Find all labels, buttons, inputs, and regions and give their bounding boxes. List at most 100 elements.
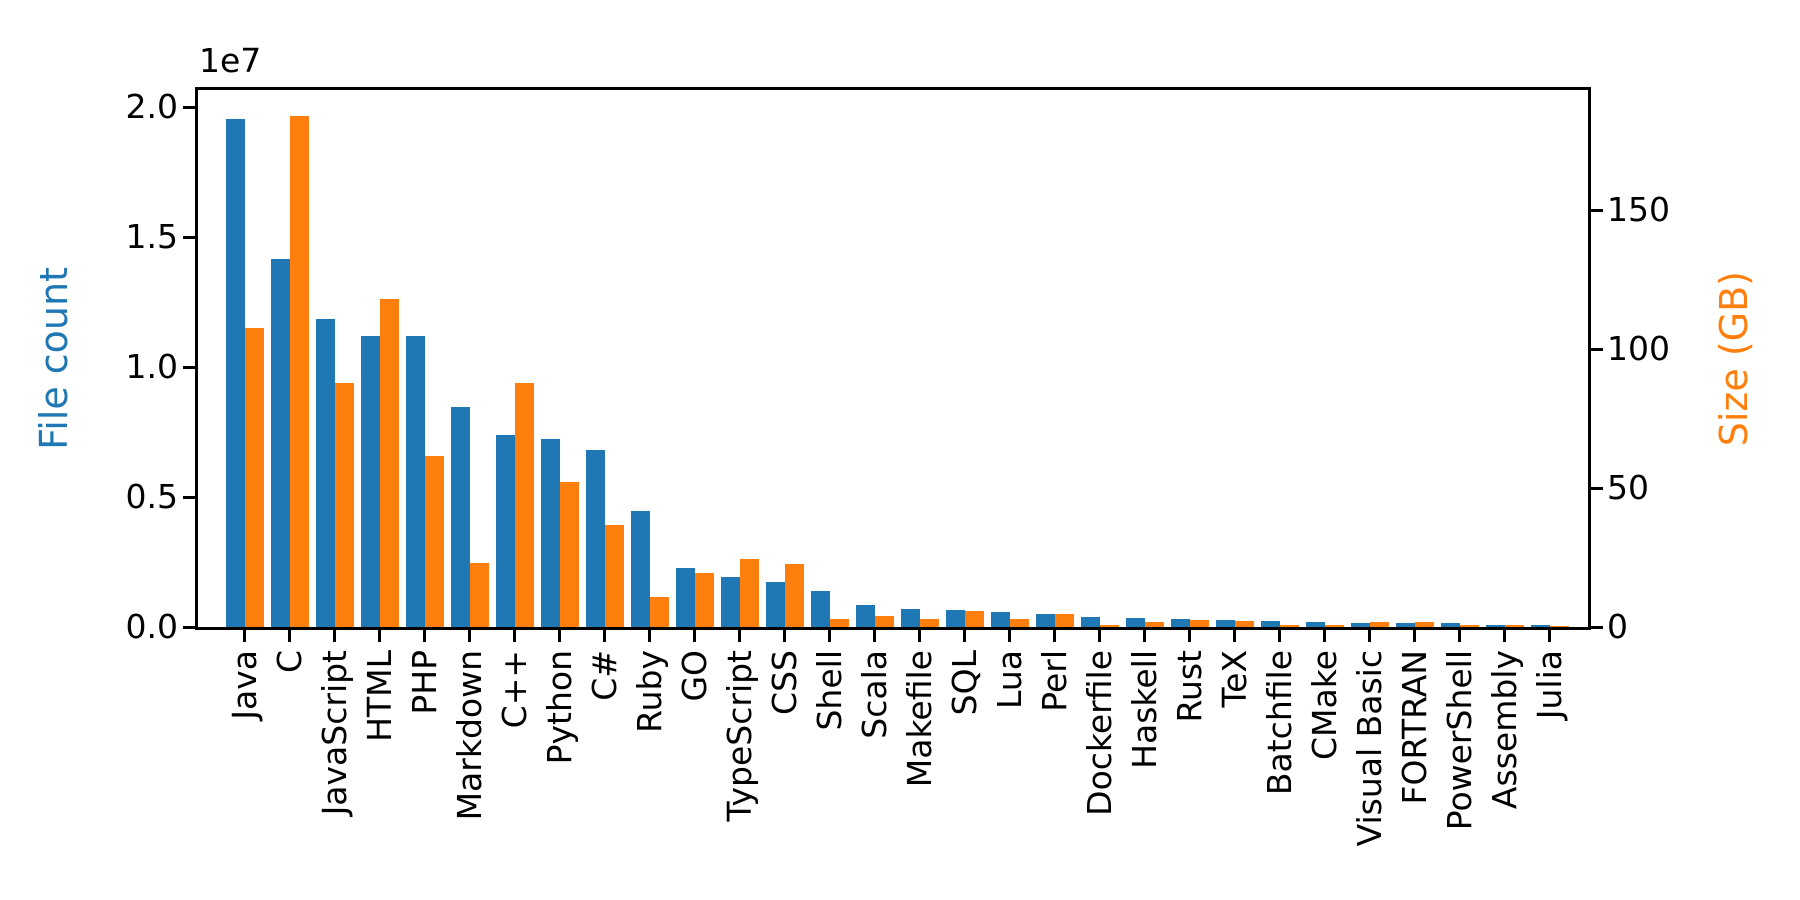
bar-file-count (360, 336, 380, 627)
bar-file-count (855, 605, 875, 627)
x-tick-label-cell: C++ (492, 650, 538, 865)
x-tick-label-cell: Assembly (1482, 650, 1528, 865)
x-tick-label: Lua (989, 650, 1029, 709)
x-tick (378, 630, 381, 642)
bar-size-gb (964, 611, 984, 627)
x-tick (783, 630, 786, 642)
bar-file-count (225, 119, 245, 627)
x-tick-label-cell: Dockerfile (1077, 650, 1123, 865)
x-tick-label-cell: Perl (1032, 650, 1078, 865)
x-tick-label: Rust (1169, 650, 1209, 723)
y-right-tick-label: 50 (1607, 468, 1649, 507)
x-tick (1368, 630, 1371, 642)
bar-file-count (1215, 620, 1235, 627)
x-tick-label: Visual Basic (1349, 650, 1389, 847)
bar-size-gb (1324, 625, 1344, 627)
bar-size-gb (1549, 626, 1569, 627)
x-tick (1278, 630, 1281, 642)
bar-file-count (1485, 625, 1505, 627)
x-tick (828, 630, 831, 642)
bar-file-count (450, 407, 470, 627)
x-tick-label: Shell (809, 650, 849, 731)
x-tick (1233, 630, 1236, 642)
bar-size-gb (379, 299, 399, 627)
bar-file-count (1440, 623, 1460, 627)
x-tick-label-cell: FORTRAN (1392, 650, 1438, 865)
x-tick-label-cell: C# (582, 650, 628, 865)
y-left-tick (183, 235, 195, 239)
x-tick-label: CSS (764, 650, 804, 715)
x-tick-label: Makefile (899, 650, 939, 788)
x-tick-label: PHP (404, 650, 444, 715)
bar-file-count (540, 439, 560, 627)
bar-size-gb (649, 597, 669, 627)
bar-size-gb (559, 482, 579, 627)
bar-file-count (1080, 617, 1100, 627)
x-tick (1413, 630, 1416, 642)
bar-size-gb (604, 525, 624, 627)
x-tick (1143, 630, 1146, 642)
bar-file-count (495, 435, 515, 627)
x-tick-label-cell: Java (222, 650, 268, 865)
x-tick-label-cell: Markdown (447, 650, 493, 865)
x-tick-label: GO (674, 650, 714, 702)
bar-file-count (765, 582, 785, 627)
x-tick-label-cell: Makefile (897, 650, 943, 865)
x-tick-label-cell: PHP (402, 650, 448, 865)
x-tick-label: Scala (854, 650, 894, 739)
y-right-tick (1591, 625, 1603, 629)
bar-file-count (1170, 619, 1190, 627)
y-left-tick-label: 0.0 (125, 607, 178, 646)
y-right-tick-label: 150 (1607, 190, 1670, 229)
y-right-tick-label: 0 (1607, 607, 1628, 646)
x-tick-label-cell: HTML (357, 650, 403, 865)
x-tick-label-cell: Rust (1167, 650, 1213, 865)
x-tick-label-cell: TypeScript (717, 650, 763, 865)
y-left-tick (183, 625, 195, 629)
x-tick (468, 630, 471, 642)
bar-file-count (585, 450, 605, 627)
y-left-tick-label: 1.5 (125, 217, 178, 256)
x-tick-label: C# (584, 650, 624, 701)
bar-size-gb (469, 563, 489, 627)
x-tick-label-cell: Batchfile (1257, 650, 1303, 865)
y-right-tick (1591, 208, 1603, 212)
bar-size-gb (1099, 625, 1119, 627)
bar-size-gb (1234, 621, 1254, 627)
bar-file-count (675, 568, 695, 627)
left-axis-title-wrap: File count (26, 90, 82, 627)
x-tick-label-cell: CMake (1302, 650, 1348, 865)
x-tick-label-cell: PowerShell (1437, 650, 1483, 865)
bar-file-count (1395, 623, 1415, 627)
x-tick (918, 630, 921, 642)
bar-file-count (405, 336, 425, 627)
bar-size-gb (784, 564, 804, 627)
x-tick-label-cell: Scala (852, 650, 898, 865)
y-left-tick-label: 2.0 (125, 87, 178, 126)
x-tick-label: Perl (1034, 650, 1074, 712)
x-tick-label: Dockerfile (1079, 650, 1119, 816)
x-tick-label: HTML (359, 650, 399, 742)
x-tick-label: Markdown (449, 650, 489, 821)
x-tick (558, 630, 561, 642)
x-tick (873, 630, 876, 642)
x-tick-label: Julia (1529, 650, 1569, 720)
bar-size-gb (1369, 622, 1389, 627)
y-left-tick (183, 105, 195, 109)
x-tick-label-cell: Python (537, 650, 583, 865)
x-tick (648, 630, 651, 642)
x-tick (1098, 630, 1101, 642)
x-tick-label: C (269, 650, 309, 674)
x-tick-label-cell: Shell (807, 650, 853, 865)
bar-size-gb (739, 559, 759, 627)
bar-file-count (1035, 614, 1055, 627)
x-tick-label: Java (224, 650, 264, 720)
bar-size-gb (1189, 620, 1209, 627)
x-tick-label: Batchfile (1259, 650, 1299, 796)
bar-size-gb (424, 456, 444, 627)
y-right-tick (1591, 347, 1603, 351)
bar-size-gb (1144, 622, 1164, 627)
bar-size-gb (829, 619, 849, 627)
x-tick (1548, 630, 1551, 642)
